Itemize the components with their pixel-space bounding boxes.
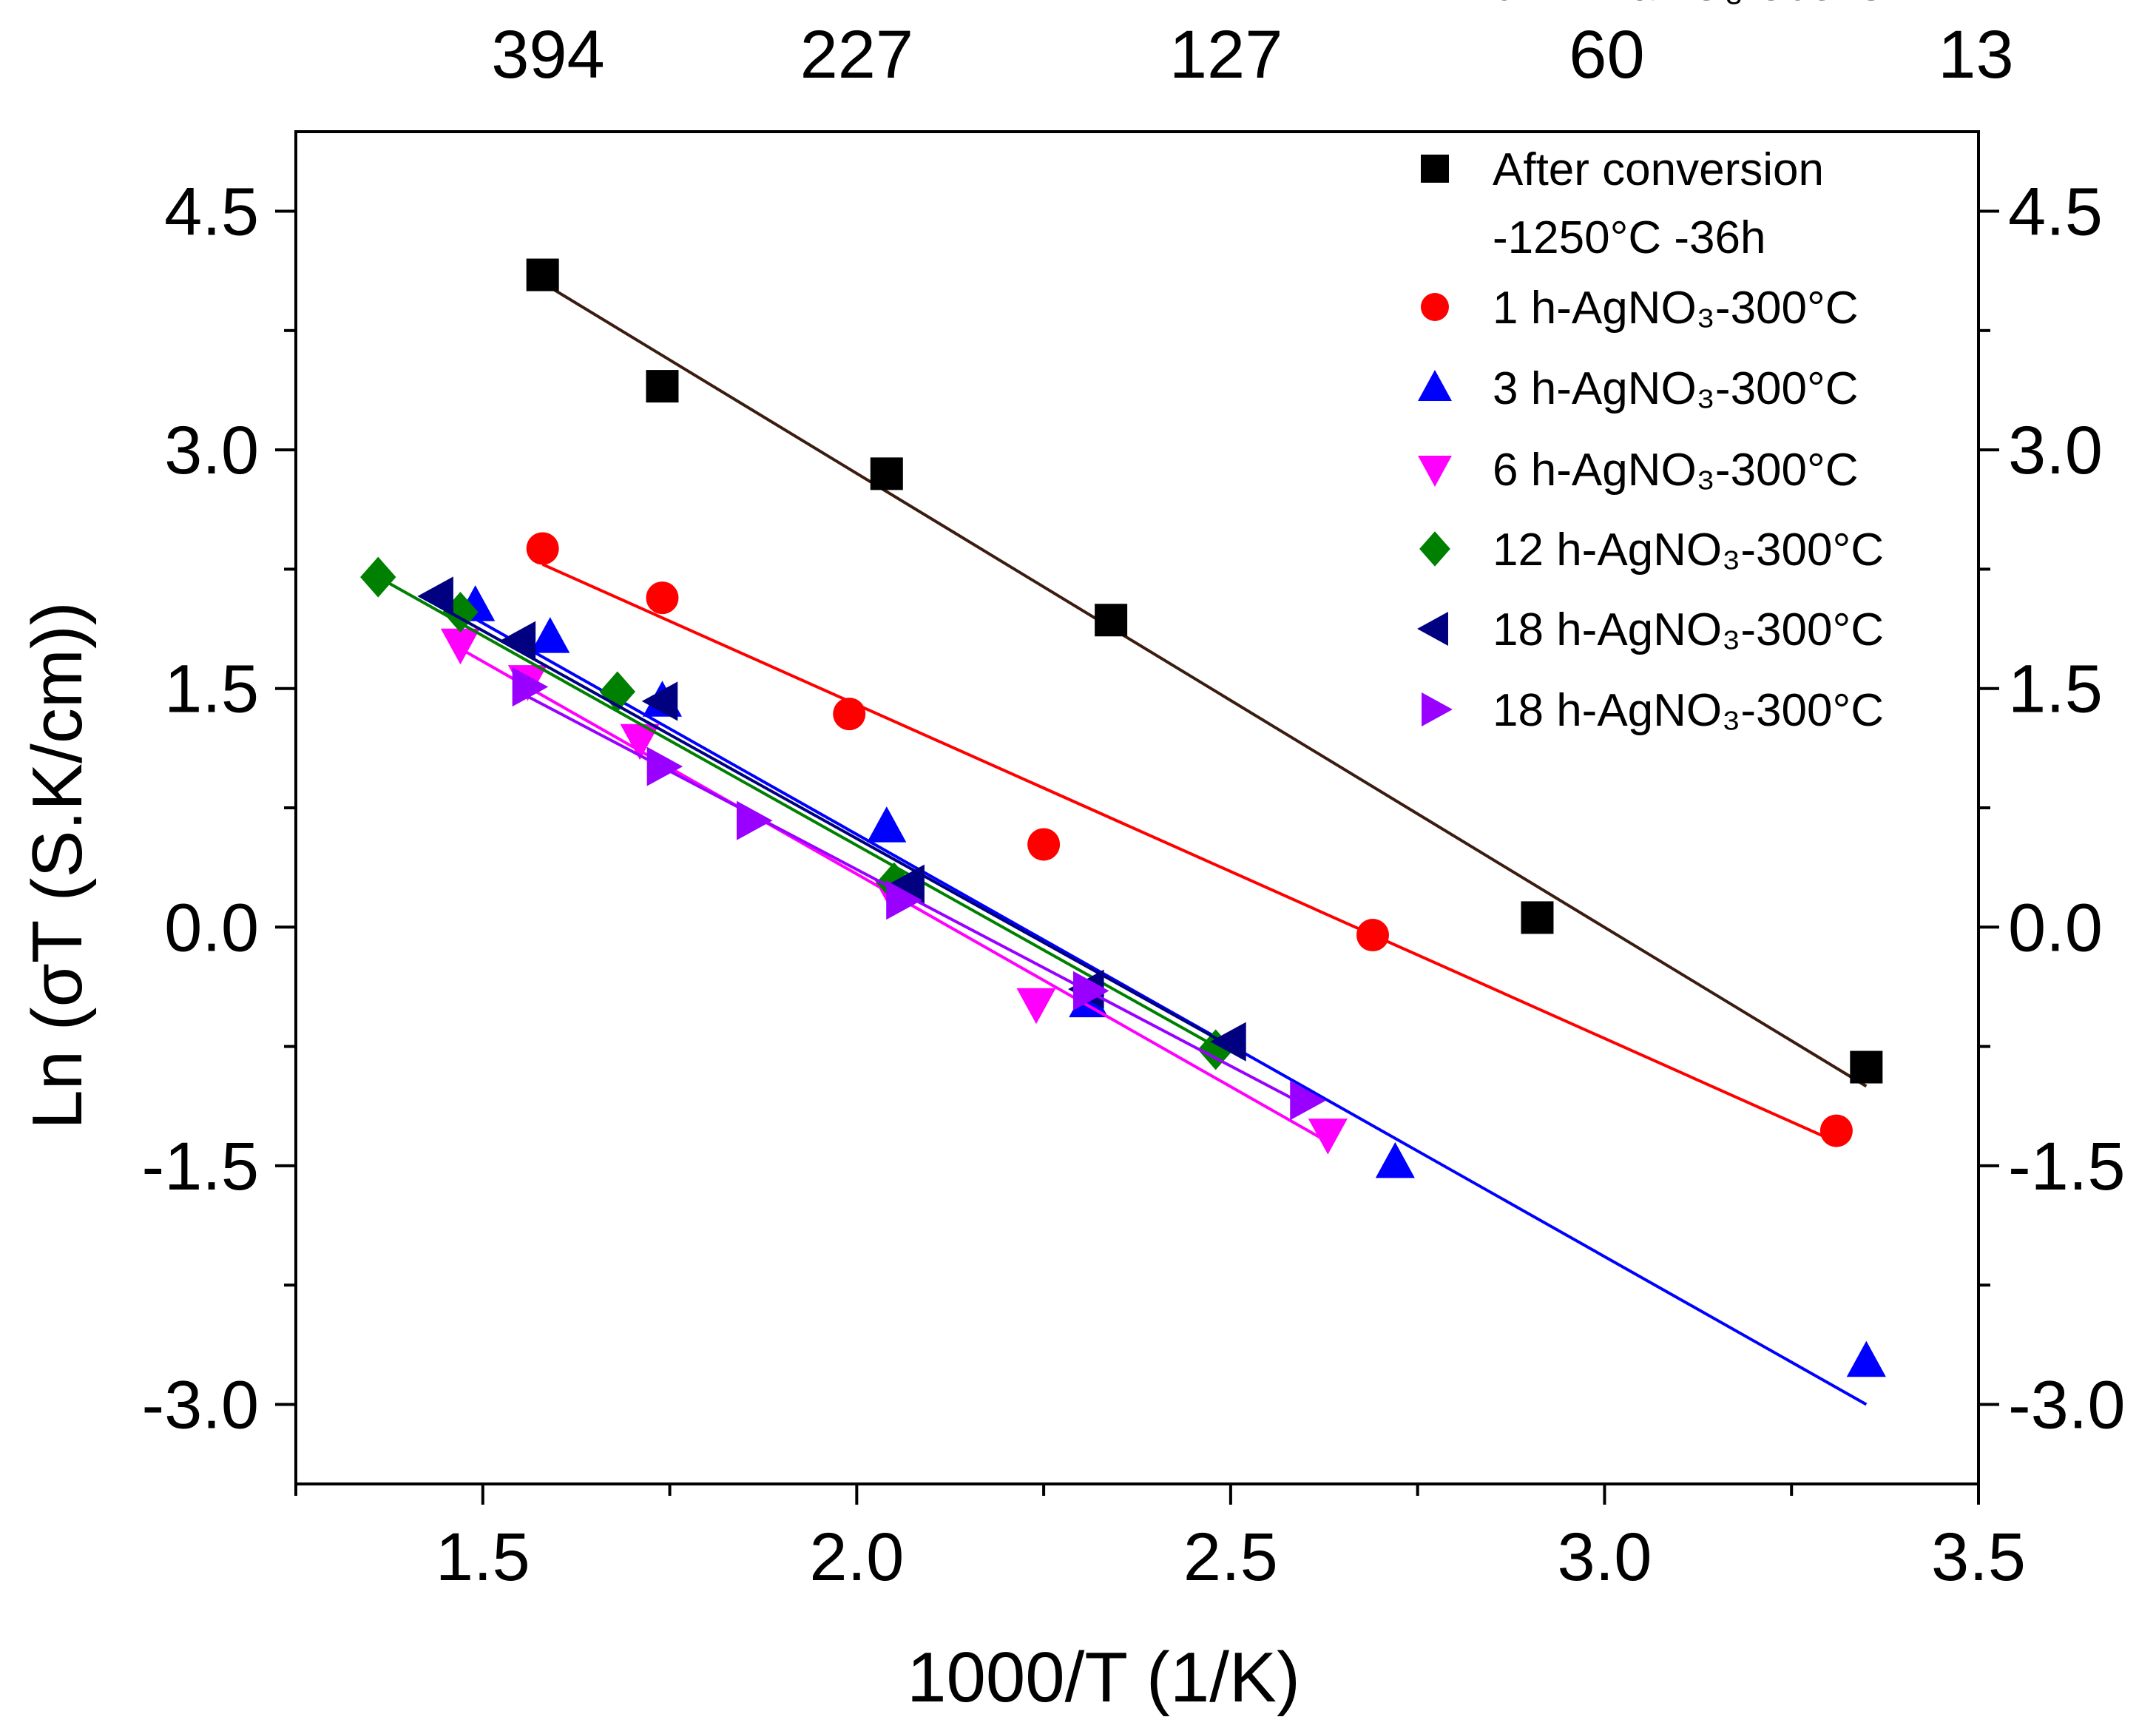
legend-label: 1 h-AgNO₃-300°C	[1493, 283, 1859, 334]
data-point	[440, 628, 481, 665]
data-point	[526, 258, 559, 291]
y-right-tick-label: -3.0	[2008, 1367, 2126, 1443]
data-point	[1308, 1119, 1348, 1155]
y-left-tick-label: -1.5	[141, 1129, 259, 1204]
data-point	[1016, 988, 1056, 1025]
y-left-tick-label: 1.5	[164, 652, 259, 727]
legend-marker	[1418, 370, 1452, 401]
legend-label: 6 h-AgNO₃-300°C	[1493, 445, 1859, 496]
legend-marker	[1422, 692, 1453, 726]
legend-label-line2: +92 h-NaNO₃-365°C	[1466, 0, 1887, 10]
fit-line	[541, 281, 1868, 1088]
top-axis-label: 394	[491, 17, 605, 92]
legend-marker	[1421, 155, 1449, 183]
x-tick-label: 1.5	[436, 1519, 530, 1595]
data-point	[1290, 1081, 1326, 1121]
y-right-tick-label: 3.0	[2008, 413, 2103, 488]
legend-label: After conversion	[1493, 144, 1824, 195]
data-point	[1819, 1114, 1853, 1147]
data-point	[620, 723, 660, 760]
legend: After conversion -1250°C -36h 1 h-AgNO₃-30…	[1417, 0, 1887, 736]
data-point	[888, 864, 925, 904]
top-axis-label: 13	[1938, 17, 2013, 92]
data-point	[1095, 604, 1128, 637]
series-0	[526, 258, 1883, 1088]
y-axis-title: Ln (σT (S.K/cm))	[18, 601, 97, 1130]
data-point	[646, 746, 683, 786]
data-point	[870, 457, 903, 490]
data-point	[530, 617, 570, 653]
data-point	[512, 667, 549, 707]
data-point	[886, 880, 922, 920]
x-tick-label: 3.0	[1557, 1519, 1652, 1595]
fit-line	[377, 576, 1217, 1048]
x-tick-label: 3.5	[1931, 1519, 2026, 1595]
series-6	[512, 667, 1326, 1121]
data-point	[526, 532, 559, 565]
plot-frame	[294, 130, 1980, 1485]
legend-marker	[1418, 456, 1452, 487]
y-right-tick-label: 1.5	[2008, 652, 2103, 727]
data-point	[1356, 919, 1389, 952]
data-point	[360, 556, 396, 598]
data-point	[1850, 1050, 1883, 1084]
data-point	[641, 681, 678, 721]
data-point	[833, 698, 866, 731]
top-axis-label: 60	[1569, 17, 1644, 92]
y-right-tick-label: -1.5	[2008, 1129, 2126, 1204]
data-point	[1375, 1141, 1415, 1178]
legend-label: 18 h-AgNO₃-300°C	[1493, 685, 1884, 736]
data-point	[1197, 1029, 1234, 1070]
data-point	[599, 671, 635, 712]
x-tick-label: 2.5	[1183, 1519, 1278, 1595]
x-axis-title: 1000/T (1/K)	[907, 1638, 1300, 1717]
data-point	[867, 806, 907, 843]
y-left-tick-label: 4.5	[164, 175, 259, 250]
legend-marker	[1417, 612, 1448, 646]
y-right-tick-label: 0.0	[2008, 890, 2103, 965]
data-point	[646, 581, 679, 615]
top-axis-label: 127	[1169, 17, 1283, 92]
legend-marker	[1421, 293, 1449, 321]
top-axis-label: 227	[800, 17, 914, 92]
data-point	[417, 576, 453, 616]
legend-label-line2: -1250°C -36h	[1493, 212, 1765, 263]
legend-label: 18 h-AgNO₃-300°C	[1493, 604, 1884, 655]
y-left-tick-label: 0.0	[164, 890, 259, 965]
data-point	[1846, 1340, 1886, 1377]
fit-line	[541, 563, 1837, 1144]
data-point	[1027, 828, 1061, 861]
fit-line	[437, 604, 1231, 1048]
series-1	[526, 532, 1853, 1147]
y-left-tick-label: 3.0	[164, 413, 259, 488]
data-point	[1521, 901, 1554, 934]
data-point	[646, 370, 679, 403]
y-right-tick-label: 4.5	[2008, 175, 2103, 250]
legend-label: 12 h-AgNO₃-300°C	[1493, 524, 1884, 576]
legend-label: 3 h-AgNO₃-300°C	[1493, 363, 1859, 414]
data-point	[736, 800, 773, 840]
data-point	[1210, 1022, 1246, 1062]
data-point	[1072, 971, 1109, 1011]
x-tick-label: 2.0	[809, 1519, 904, 1595]
legend-marker	[1419, 531, 1450, 567]
data-point	[499, 621, 536, 661]
y-left-tick-label: -3.0	[141, 1367, 259, 1443]
